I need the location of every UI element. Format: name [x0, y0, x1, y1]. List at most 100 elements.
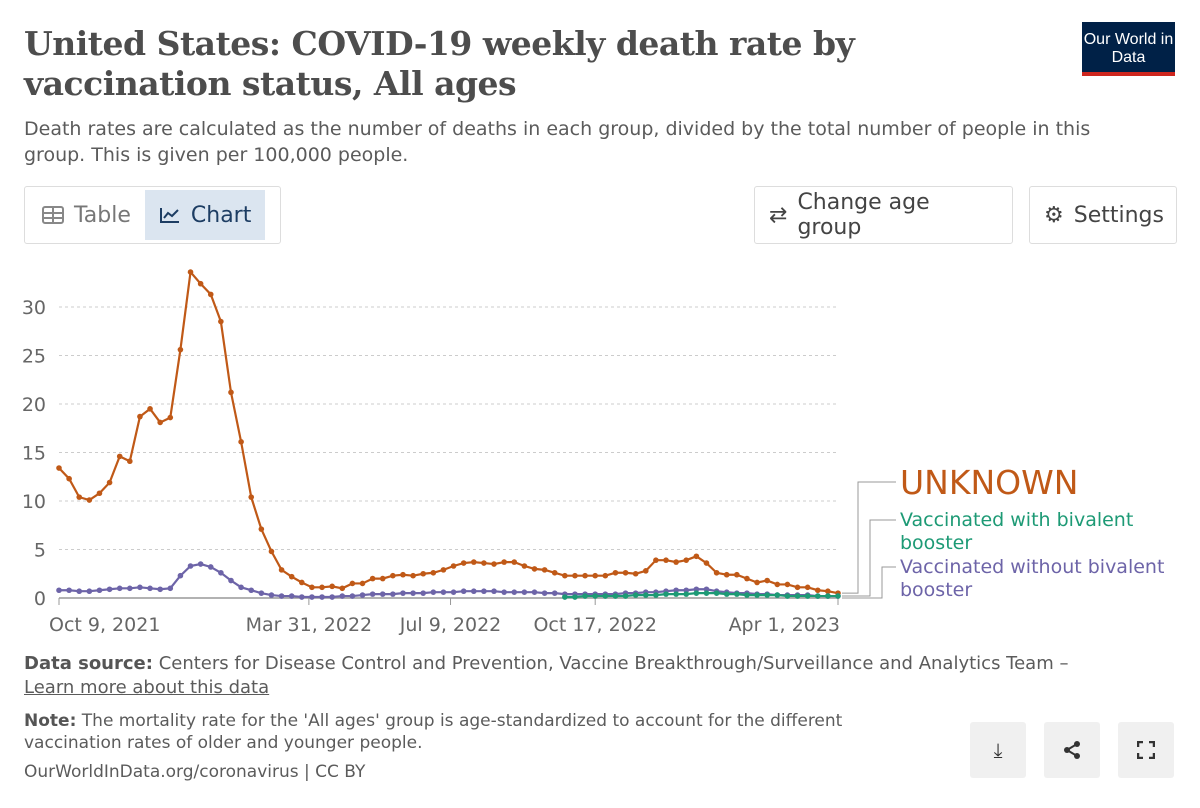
- data-point: [481, 588, 487, 595]
- data-point: [450, 589, 457, 595]
- data-point: [683, 587, 690, 594]
- learn-more-link[interactable]: Learn more about this data: [24, 677, 270, 698]
- y-tick-label: 25: [22, 346, 46, 368]
- data-point: [450, 563, 457, 569]
- data-point: [774, 592, 781, 598]
- data-point: [410, 590, 416, 596]
- data-point: [491, 561, 497, 567]
- change-age-group-button[interactable]: ⇄ Change age group: [754, 186, 1013, 244]
- tab-table[interactable]: Table: [28, 190, 145, 240]
- legend-connector: [842, 481, 896, 594]
- tab-table-label: Table: [74, 202, 131, 228]
- source-label: Data source:: [24, 653, 153, 674]
- data-point: [430, 569, 437, 576]
- data-point: [734, 591, 740, 597]
- tab-chart[interactable]: Chart: [144, 190, 266, 240]
- data-point: [177, 572, 184, 579]
- data-point: [299, 579, 305, 586]
- download-icon: ⤓: [993, 738, 1003, 762]
- data-point: [430, 589, 437, 595]
- data-point: [754, 592, 760, 598]
- data-point: [551, 569, 558, 576]
- data-point: [400, 571, 406, 578]
- y-tick-label: 5: [34, 540, 46, 562]
- data-point: [683, 591, 690, 597]
- data-point: [460, 560, 467, 566]
- data-point: [390, 572, 396, 579]
- series-line: [564, 592, 838, 599]
- data-point: [481, 560, 487, 566]
- data-point: [197, 561, 204, 567]
- x-tick-label: Oct 17, 2022: [533, 614, 657, 636]
- data-point: [86, 588, 93, 595]
- data-point: [116, 585, 123, 592]
- settings-button[interactable]: ⚙ Settings: [1029, 186, 1177, 244]
- y-tick-label: 15: [22, 443, 46, 465]
- data-point: [137, 413, 143, 420]
- data-point: [470, 559, 477, 565]
- data-point: [653, 592, 659, 598]
- data-point: [319, 594, 325, 600]
- data-point: [703, 560, 710, 566]
- data-point: [238, 439, 244, 445]
- data-point: [420, 570, 427, 577]
- data-point: [379, 575, 386, 582]
- data-point: [288, 573, 295, 580]
- legend-connector: [842, 566, 896, 599]
- data-point: [369, 575, 376, 582]
- data-point: [521, 563, 528, 569]
- data-point: [673, 559, 679, 565]
- data-point: [764, 577, 770, 584]
- data-point: [622, 569, 629, 576]
- data-point: [339, 585, 346, 592]
- data-point: [784, 593, 791, 599]
- data-point: [562, 572, 568, 579]
- series-line: [58, 269, 839, 595]
- data-point: [642, 568, 649, 574]
- data-point: [814, 587, 821, 594]
- data-point: [390, 591, 396, 597]
- data-point: [703, 586, 710, 593]
- logo-text: Our World in Data: [1083, 31, 1174, 66]
- data-point: [501, 589, 507, 595]
- data-point: [400, 590, 406, 596]
- data-point: [359, 580, 366, 587]
- legend-label-line2: booster: [900, 532, 972, 554]
- owid-logo[interactable]: Our World in Data: [1082, 22, 1175, 76]
- data-point: [329, 583, 335, 590]
- data-point: [744, 592, 750, 598]
- data-point: [835, 593, 841, 599]
- data-point: [268, 592, 275, 598]
- gear-icon: ⚙: [1044, 202, 1064, 228]
- data-point: [218, 569, 224, 576]
- data-point: [278, 593, 285, 599]
- data-point: [207, 291, 214, 298]
- download-button[interactable]: ⤓: [970, 722, 1026, 778]
- data-point: [511, 589, 518, 595]
- data-point: [258, 590, 265, 596]
- fullscreen-button[interactable]: [1118, 722, 1174, 778]
- data-point: [66, 475, 72, 482]
- data-point: [572, 594, 578, 600]
- data-point: [106, 479, 113, 486]
- chart-title: United States: COVID-19 weekly death rat…: [24, 24, 855, 103]
- legend-label: Vaccinated without bivalent: [900, 556, 1164, 578]
- credit: OurWorldInData.org/coronavirus | CC BY: [24, 762, 366, 782]
- data-point: [825, 588, 831, 595]
- data-point: [440, 589, 447, 595]
- data-point: [612, 593, 619, 599]
- data-point: [663, 591, 669, 597]
- data-point: [167, 414, 174, 421]
- data-point: [551, 590, 558, 596]
- share-button[interactable]: [1044, 722, 1100, 778]
- data-point: [531, 589, 538, 595]
- share-icon: [1064, 741, 1080, 759]
- data-point: [238, 584, 244, 591]
- y-tick-label: 30: [22, 297, 46, 319]
- y-tick-label: 0: [34, 588, 46, 610]
- note: Note: The mortality rate for the 'All ag…: [24, 710, 904, 754]
- tab-chart-label: Chart: [190, 202, 252, 228]
- x-tick-label: Mar 31, 2022: [246, 614, 373, 636]
- data-point: [602, 593, 609, 599]
- settings-label: Settings: [1073, 202, 1164, 228]
